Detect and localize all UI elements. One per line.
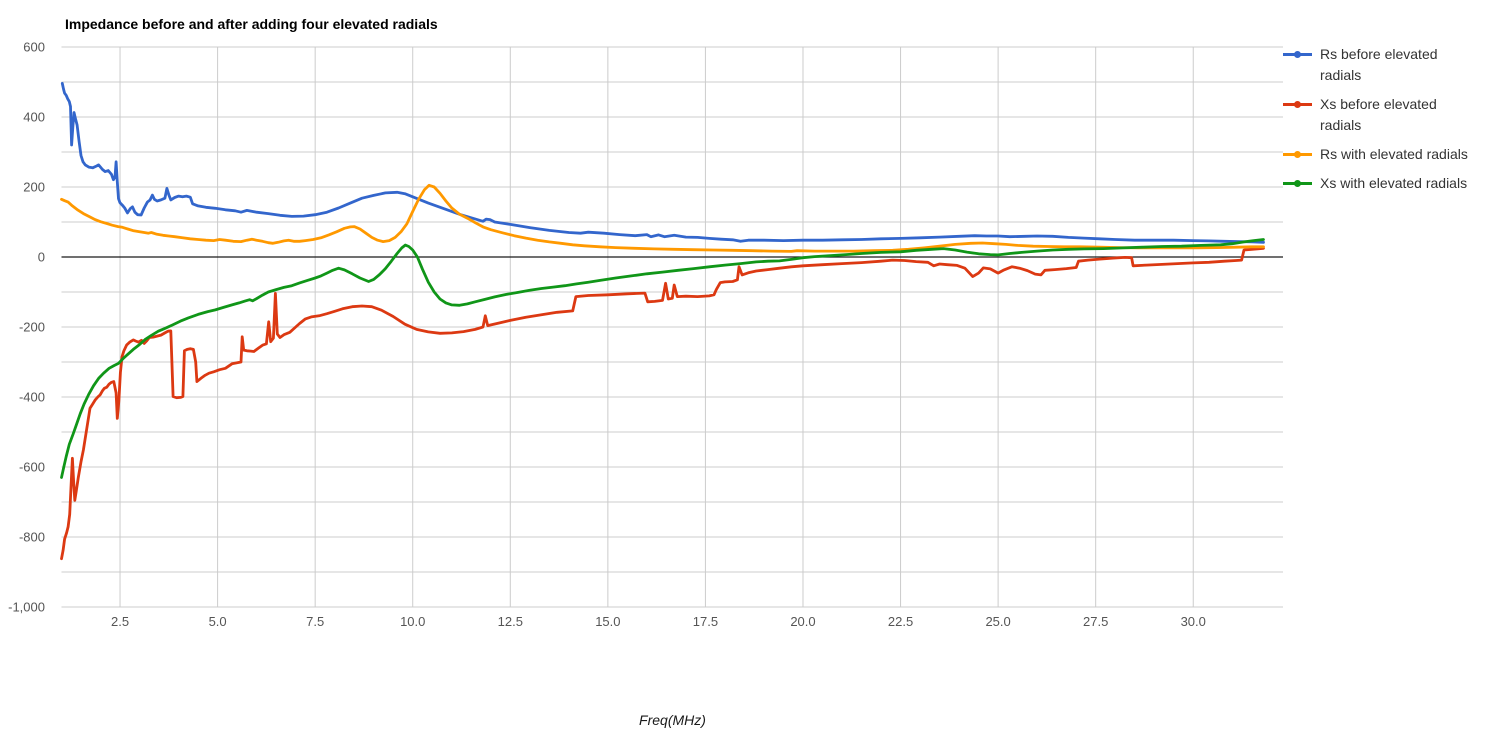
legend-line-marker-icon	[1283, 101, 1312, 108]
svg-text:200: 200	[23, 180, 45, 195]
svg-text:-1,000: -1,000	[8, 600, 45, 615]
svg-text:600: 600	[23, 40, 45, 55]
svg-text:-600: -600	[19, 460, 45, 475]
svg-text:10.0: 10.0	[400, 614, 425, 629]
legend-label: Rs before elevated radials	[1320, 46, 1438, 83]
x-axis-title: Freq(MHz)	[639, 712, 706, 728]
svg-text:30.0: 30.0	[1181, 614, 1206, 629]
svg-text:-400: -400	[19, 390, 45, 405]
svg-text:5.0: 5.0	[209, 614, 227, 629]
svg-text:12.5: 12.5	[498, 614, 523, 629]
svg-text:0: 0	[38, 250, 45, 265]
svg-text:-200: -200	[19, 320, 45, 335]
svg-text:400: 400	[23, 110, 45, 125]
svg-text:7.5: 7.5	[306, 614, 324, 629]
svg-text:20.0: 20.0	[790, 614, 815, 629]
svg-text:15.0: 15.0	[595, 614, 620, 629]
legend: Rs before elevated radials Xs before ele…	[1283, 44, 1498, 202]
legend-line-marker-icon	[1283, 151, 1312, 158]
legend-line-marker-icon	[1283, 180, 1312, 187]
legend-line-marker-icon	[1283, 51, 1312, 58]
chart-title: Impedance before and after adding four e…	[65, 16, 438, 32]
svg-text:-800: -800	[19, 530, 45, 545]
svg-text:22.5: 22.5	[888, 614, 913, 629]
legend-item-xs-before: Xs before elevated radials	[1283, 94, 1498, 136]
legend-label: Rs with elevated radials	[1320, 146, 1468, 162]
svg-text:25.0: 25.0	[985, 614, 1010, 629]
legend-item-rs-before: Rs before elevated radials	[1283, 44, 1498, 86]
legend-item-rs-with: Rs with elevated radials	[1283, 144, 1498, 165]
legend-label: Xs before elevated radials	[1320, 96, 1437, 133]
svg-text:27.5: 27.5	[1083, 614, 1108, 629]
svg-text:17.5: 17.5	[693, 614, 718, 629]
svg-text:2.5: 2.5	[111, 614, 129, 629]
legend-item-xs-with: Xs with elevated radials	[1283, 173, 1498, 194]
legend-label: Xs with elevated radials	[1320, 175, 1468, 191]
